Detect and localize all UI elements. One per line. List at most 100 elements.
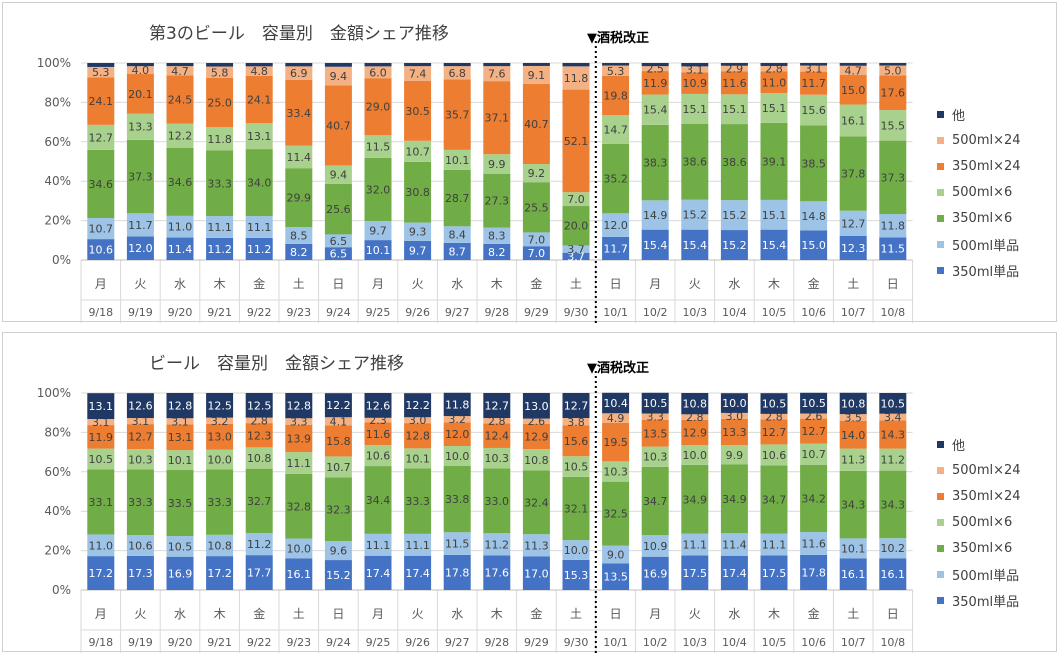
data-label: 7.0 [528,233,546,246]
legend-item: 350ml×24 [937,153,1021,179]
bar-segment [839,65,867,76]
bar-segment [206,77,234,128]
data-label: 3.3 [290,415,308,428]
bar-segment [324,560,352,590]
weekday-label: 水 [728,277,740,291]
data-label: 16.1 [841,568,866,581]
data-label: 38.3 [643,157,668,170]
bar-segment [879,448,907,471]
weekday-label: 月 [95,277,107,291]
bar-segment [760,199,788,230]
weekday-label: 金 [808,276,820,291]
data-label: 10.0 [683,449,708,462]
legend-item: 350ml×6 [937,205,1021,231]
date-label: 9/30 [564,636,589,649]
bar-segment [364,466,392,534]
data-label: 10.1 [366,244,391,257]
data-label: 40.7 [326,119,351,132]
bar-segment [245,555,273,590]
data-label: 15.3 [564,569,589,582]
weekday-label: 金 [253,276,265,291]
data-label: 33.3 [128,496,153,509]
bar-segment [562,540,590,560]
date-label: 10/7 [841,636,866,649]
bar-segment [483,66,511,82]
bar-segment [126,236,154,260]
data-label: 39.1 [762,155,787,168]
bar-segment [324,417,352,426]
data-label: 5.0 [884,64,902,77]
bar-segment [245,533,273,556]
weekday-label: 日 [332,607,344,621]
data-label: 12.2 [326,399,351,412]
date-label: 10/3 [682,306,707,319]
bar-segment [879,393,907,414]
data-label: 11.4 [168,243,193,256]
data-label: 12.7 [564,400,589,413]
legend-item: 500ml×24 [937,457,1021,483]
weekday-label: 木 [214,607,226,621]
data-label: 17.6 [485,567,510,580]
data-label: 33.0 [485,495,510,508]
bar-segment [800,230,828,260]
data-label: 13.5 [603,571,628,584]
bar-segment [364,555,392,590]
data-label: 12.7 [89,131,114,144]
bar-segment [839,104,867,137]
data-label: 11.7 [128,219,153,232]
data-label: 10.3 [603,466,628,479]
bar-segment [681,419,709,446]
bar-segment [126,66,154,75]
weekday-label: 火 [134,277,146,291]
bar-segment [879,413,907,421]
data-label: 13.3 [128,121,153,134]
bar-segment [522,164,550,183]
bar-segment [681,533,709,556]
bar-segment [800,65,828,72]
data-label: 11.1 [683,539,708,552]
legend-swatch [937,214,944,222]
bar-segment [87,124,115,150]
data-label: 15.1 [762,102,787,115]
data-label: 17.0 [524,567,549,580]
date-label: 9/29 [524,306,549,319]
data-label: 11.9 [89,431,114,444]
bar-segment [245,63,273,67]
data-label: 34.9 [722,493,747,506]
data-label: 12.5 [247,399,272,412]
weekday-label: 水 [174,607,186,621]
bar-segment [562,559,590,590]
legend-item: 500ml×24 [937,127,1021,153]
date-label: 9/27 [445,636,470,649]
bar-segment [641,446,669,467]
data-label: 11.6 [366,428,391,441]
data-label: 12.5 [207,399,232,412]
weekday-label: 日 [610,607,622,621]
bar-segment [324,234,352,248]
bar-segment [760,229,788,260]
data-label: 14.7 [603,123,628,136]
bar-segment [641,419,669,447]
date-label: 9/21 [207,636,232,649]
bar-segment [404,80,432,141]
bar-segment [720,124,748,201]
bar-segment [404,66,432,81]
data-label: 13.5 [643,427,668,440]
weekday-label: 日 [887,277,899,291]
data-label: 13.1 [168,431,193,444]
data-label: 11.0 [89,539,114,552]
data-label: 27.3 [485,195,510,208]
data-label: 17.4 [405,567,430,580]
bar-segment [126,74,154,114]
data-label: 34.0 [247,177,272,190]
data-label: 5.8 [211,66,229,79]
data-label: 9.3 [409,226,427,239]
bar-segment [800,63,828,66]
bar-segment [364,393,392,418]
data-label: 9.1 [528,69,546,82]
data-label: 20.1 [128,88,153,101]
bar-segment [166,147,194,216]
weekday-label: 金 [530,276,542,291]
bar-segment [87,425,115,449]
legend-item: 他 [937,101,1021,127]
